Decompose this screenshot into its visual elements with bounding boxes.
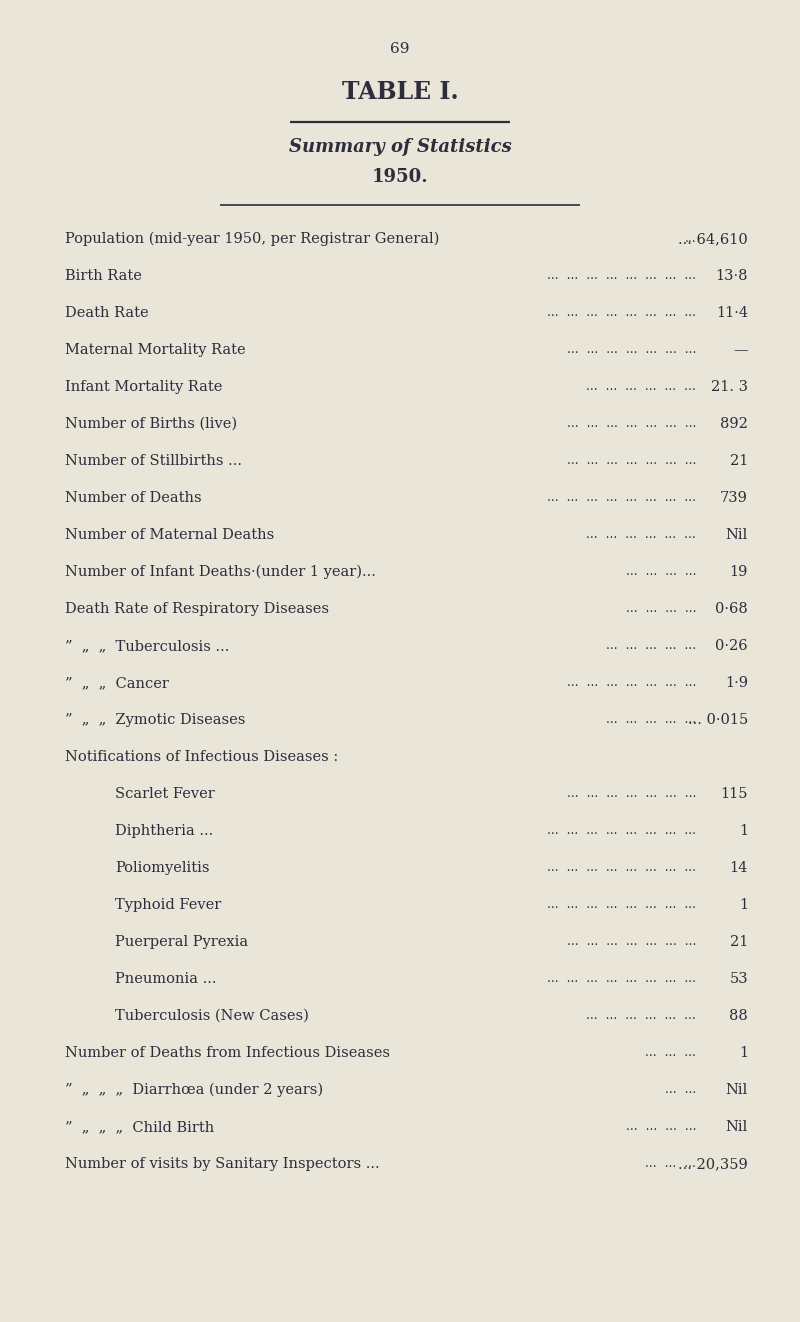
Text: 739: 739	[720, 490, 748, 505]
Text: ...  ...  ...  ...  ...  ...: ... ... ... ... ... ...	[586, 379, 696, 393]
Text: Pneumonia ...: Pneumonia ...	[115, 972, 217, 986]
Text: ...  ...  ...: ... ... ...	[645, 1157, 696, 1170]
Text: Poliomyelitis: Poliomyelitis	[115, 861, 210, 875]
Text: 0·68: 0·68	[715, 602, 748, 616]
Text: Number of Deaths: Number of Deaths	[65, 490, 202, 505]
Text: 21: 21	[730, 453, 748, 468]
Text: ...  ...  ...  ...  ...: ... ... ... ... ...	[606, 713, 696, 726]
Text: 0·26: 0·26	[715, 639, 748, 653]
Text: Notifications of Infectious Diseases :: Notifications of Infectious Diseases :	[65, 750, 338, 764]
Text: Population (mid-year 1950, per Registrar General): Population (mid-year 1950, per Registrar…	[65, 231, 439, 246]
Text: 14: 14	[730, 861, 748, 875]
Text: Number of Stillbirths ...: Number of Stillbirths ...	[65, 453, 242, 468]
Text: Tuberculosis (New Cases): Tuberculosis (New Cases)	[115, 1009, 309, 1023]
Text: ...  ...  ...  ...  ...  ...  ...: ... ... ... ... ... ... ...	[566, 453, 696, 467]
Text: 21: 21	[730, 935, 748, 949]
Text: ...  ...  ...  ...  ...  ...  ...  ...: ... ... ... ... ... ... ... ...	[547, 268, 696, 282]
Text: Number of Deaths from Infectious Diseases: Number of Deaths from Infectious Disease…	[65, 1046, 390, 1060]
Text: 892: 892	[720, 416, 748, 431]
Text: Death Rate of Respiratory Diseases: Death Rate of Respiratory Diseases	[65, 602, 329, 616]
Text: 1950.: 1950.	[372, 168, 428, 186]
Text: ...  ...  ...  ...  ...  ...: ... ... ... ... ... ...	[586, 1009, 696, 1022]
Text: ...  ...  ...: ... ... ...	[645, 1046, 696, 1059]
Text: 88: 88	[730, 1009, 748, 1023]
Text: ...  ...  ...  ...  ...  ...  ...: ... ... ... ... ... ... ...	[566, 676, 696, 689]
Text: ...  ...  ...  ...  ...  ...  ...: ... ... ... ... ... ... ...	[566, 416, 696, 430]
Text: 1: 1	[739, 824, 748, 838]
Text: ”  „  „  „  Child Birth: ” „ „ „ Child Birth	[65, 1120, 214, 1134]
Text: ...  ...  ...  ...  ...: ... ... ... ... ...	[606, 639, 696, 652]
Text: 13·8: 13·8	[715, 268, 748, 283]
Text: Summary of Statistics: Summary of Statistics	[289, 137, 511, 156]
Text: TABLE I.: TABLE I.	[342, 81, 458, 104]
Text: ...  ...  ...  ...  ...  ...  ...: ... ... ... ... ... ... ...	[566, 935, 696, 948]
Text: 115: 115	[721, 787, 748, 801]
Text: Number of Maternal Deaths: Number of Maternal Deaths	[65, 527, 274, 542]
Text: ...  ...  ...  ...: ... ... ... ...	[626, 602, 696, 615]
Text: Diphtheria ...: Diphtheria ...	[115, 824, 214, 838]
Text: ...  ...  ...  ...  ...  ...  ...  ...: ... ... ... ... ... ... ... ...	[547, 898, 696, 911]
Text: ...  ...  ...  ...  ...  ...: ... ... ... ... ... ...	[586, 527, 696, 541]
Text: ...: ...	[684, 231, 696, 245]
Text: 21. 3: 21. 3	[711, 379, 748, 394]
Text: 69: 69	[390, 42, 410, 56]
Text: Maternal Mortality Rate: Maternal Mortality Rate	[65, 342, 246, 357]
Text: Infant Mortality Rate: Infant Mortality Rate	[65, 379, 222, 394]
Text: Death Rate: Death Rate	[65, 305, 149, 320]
Text: 1: 1	[739, 1046, 748, 1060]
Text: ...  ...  ...  ...  ...  ...  ...  ...: ... ... ... ... ... ... ... ...	[547, 490, 696, 504]
Text: Number of visits by Sanitary Inspectors ...: Number of visits by Sanitary Inspectors …	[65, 1157, 380, 1171]
Text: ...  ...  ...  ...: ... ... ... ...	[626, 564, 696, 578]
Text: ... 20,359: ... 20,359	[678, 1157, 748, 1171]
Text: ”  „  „  Tuberculosis ...: ” „ „ Tuberculosis ...	[65, 639, 230, 653]
Text: ...  ...  ...  ...: ... ... ... ...	[626, 1120, 696, 1133]
Text: 53: 53	[730, 972, 748, 986]
Text: ...  ...: ... ...	[665, 1083, 696, 1096]
Text: 1: 1	[739, 898, 748, 912]
Text: ...  ...  ...  ...  ...  ...  ...  ...: ... ... ... ... ... ... ... ...	[547, 305, 696, 319]
Text: ...  ...  ...  ...  ...  ...  ...  ...: ... ... ... ... ... ... ... ...	[547, 972, 696, 985]
Text: Number of Infant Deaths·(under 1 year)...: Number of Infant Deaths·(under 1 year)..…	[65, 564, 376, 579]
Text: Nil: Nil	[726, 1120, 748, 1134]
Text: Scarlet Fever: Scarlet Fever	[115, 787, 214, 801]
Text: Typhoid Fever: Typhoid Fever	[115, 898, 222, 912]
Text: ... 64,610: ... 64,610	[678, 231, 748, 246]
Text: 1·9: 1·9	[725, 676, 748, 690]
Text: Nil: Nil	[726, 1083, 748, 1097]
Text: ...  ...  ...  ...  ...  ...  ...  ...: ... ... ... ... ... ... ... ...	[547, 861, 696, 874]
Text: Nil: Nil	[726, 527, 748, 542]
Text: 11·4: 11·4	[716, 305, 748, 320]
Text: ... 0·015: ... 0·015	[688, 713, 748, 727]
Text: ”  „  „  Zymotic Diseases: ” „ „ Zymotic Diseases	[65, 713, 246, 727]
Text: Number of Births (live): Number of Births (live)	[65, 416, 237, 431]
Text: Puerperal Pyrexia: Puerperal Pyrexia	[115, 935, 248, 949]
Text: ...  ...  ...  ...  ...  ...  ...  ...: ... ... ... ... ... ... ... ...	[547, 824, 696, 837]
Text: ...  ...  ...  ...  ...  ...  ...: ... ... ... ... ... ... ...	[566, 342, 696, 356]
Text: ”  „  „  Cancer: ” „ „ Cancer	[65, 676, 169, 690]
Text: ...  ...  ...  ...  ...  ...  ...: ... ... ... ... ... ... ...	[566, 787, 696, 800]
Text: —: —	[734, 342, 748, 357]
Text: 19: 19	[730, 564, 748, 579]
Text: Birth Rate: Birth Rate	[65, 268, 142, 283]
Text: ”  „  „  „  Diarrhœa (under 2 years): ” „ „ „ Diarrhœa (under 2 years)	[65, 1083, 323, 1097]
